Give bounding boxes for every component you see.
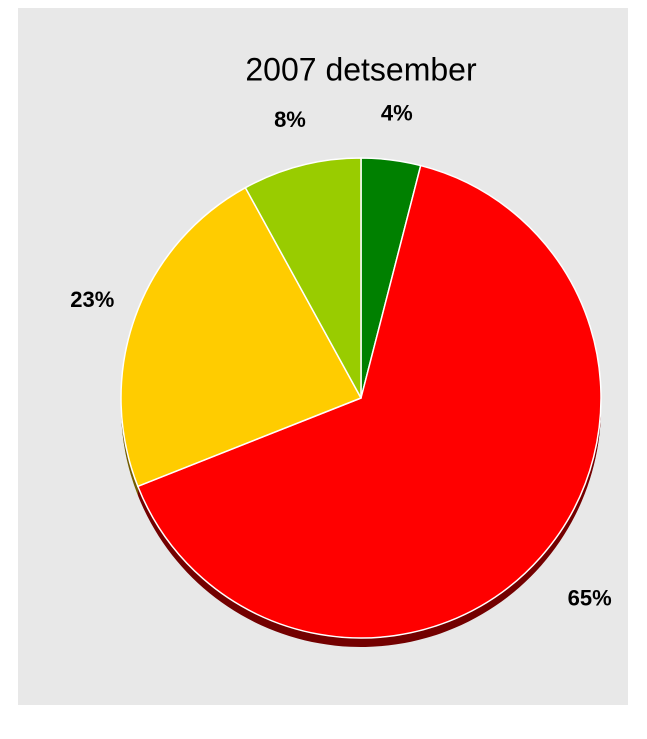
chart-title: 2007 detsember — [245, 51, 477, 87]
data-label: 8% — [274, 107, 306, 132]
data-label: 65% — [568, 585, 612, 610]
data-label: 4% — [381, 100, 413, 125]
data-label: 23% — [70, 287, 114, 312]
pie-slice — [244, 157, 362, 399]
pie-slice — [120, 186, 362, 488]
pie-slice — [137, 164, 602, 639]
